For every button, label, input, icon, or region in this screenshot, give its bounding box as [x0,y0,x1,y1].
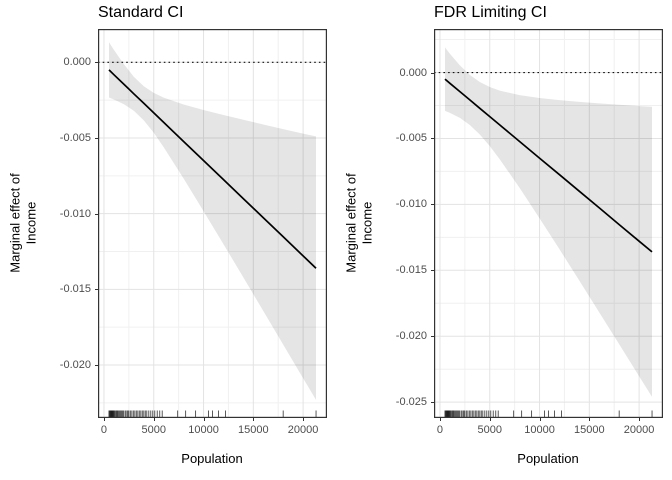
y-tick-label: 0.000 [399,66,427,79]
y-tick-mark [95,365,98,367]
x-tick-label: 10000 [524,424,555,436]
confidence-ribbon [445,47,652,397]
panel-background [434,29,663,418]
y-tick-mark [431,336,434,338]
y-tick-label: -0.010 [59,207,91,220]
chart-standard-ci: Standard CI Marginal effect of Income Po… [7,4,327,466]
plot-canvas [98,29,327,418]
x-tick-mark [539,418,541,421]
x-tick-label: 0 [100,424,108,436]
y-tick-mark [431,72,434,74]
y-tick-mark [431,204,434,206]
x-tick-label: 20000 [287,424,319,436]
panel-border [98,29,327,418]
y-axis-title: Marginal effect of Income [7,173,38,272]
x-tick-mark [303,418,305,421]
y-axis-title-line2: Income [359,201,374,245]
y-tick-label: -0.015 [395,264,427,277]
panel-border [434,29,663,418]
x-tick-mark [489,418,491,421]
x-tick-mark [203,418,205,421]
y-tick-label: -0.015 [59,283,91,296]
fit-line [108,69,317,269]
panel-background [98,29,327,418]
fit-line [444,78,653,253]
x-axis-title: Population [517,451,579,466]
y-tick-label: 0.000 [63,56,91,69]
x-tick-label: 5000 [477,424,502,436]
x-tick-mark [103,418,105,421]
y-tick-label: -0.025 [395,396,427,409]
x-tick-label: 15000 [574,424,605,436]
x-tick-mark [153,418,155,421]
y-tick-label: -0.005 [59,131,91,144]
y-axis-title-line2: Income [23,201,38,245]
x-tick-label: 20000 [623,424,655,436]
y-tick-mark [95,213,98,215]
x-tick-label: 5000 [141,424,166,436]
y-tick-label: -0.010 [395,198,427,211]
y-tick-mark [431,138,434,140]
plot-title: FDR Limiting CI [434,4,547,21]
chart-fdr-limiting-ci: FDR Limiting CI Marginal effect of Incom… [336,0,672,480]
y-tick-mark [431,402,434,404]
y-tick-mark [431,270,434,272]
y-axis-title-line1: Marginal effect of [7,173,23,273]
y-tick-mark [95,137,98,139]
x-tick-label: 15000 [238,424,269,436]
confidence-ribbon [109,42,316,400]
plot-title: Standard CI [98,4,184,21]
plot-canvas [434,29,663,418]
x-tick-mark [439,418,441,421]
y-tick-label: -0.005 [395,132,427,145]
y-axis-title-line1: Marginal effect of [343,173,359,273]
y-tick-label: -0.020 [59,359,91,372]
y-axis-title: Marginal effect of Income [343,173,374,272]
x-axis-title: Population [181,451,243,466]
x-tick-label: 0 [436,424,444,436]
y-tick-label: -0.020 [395,330,427,343]
x-tick-mark [589,418,591,421]
x-tick-label: 10000 [188,424,219,436]
x-tick-mark [639,418,641,421]
y-tick-mark [95,62,98,64]
x-tick-mark [253,418,255,421]
y-tick-mark [95,289,98,291]
